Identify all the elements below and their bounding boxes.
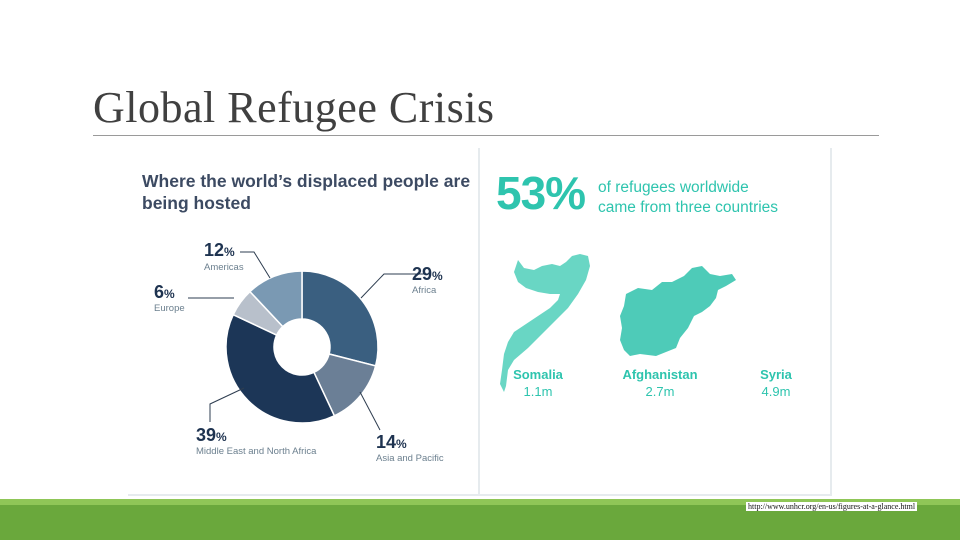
- donut-slice-middle-east-and-north-africa: [225, 313, 336, 424]
- somalia-map-icon: [500, 254, 590, 392]
- headline-percentage: 53%: [496, 167, 586, 219]
- infographic-border-right: [830, 148, 832, 496]
- data-label-value: 12%: [204, 240, 235, 260]
- data-label-value: 6%: [154, 282, 175, 302]
- panel-divider: [478, 148, 480, 496]
- leader-line: [209, 387, 245, 422]
- donut-chart-panel: 29% Africa 14% Asia and Pacific 39% Middle Ea…: [128, 148, 478, 496]
- data-label-value: 14%: [376, 432, 407, 452]
- headline-text: of refugees worldwide came from three co…: [598, 178, 778, 218]
- country-value: 1.1m: [523, 384, 553, 399]
- data-label-region: Middle East and North Africa: [196, 446, 317, 457]
- country-name: Afghanistan: [622, 367, 698, 382]
- title-divider: [93, 135, 879, 136]
- slide-title: Global Refugee Crisis: [93, 83, 495, 132]
- country-name: Syria: [760, 367, 792, 382]
- country-value: 4.9m: [761, 384, 791, 399]
- data-label-region: Asia and Pacific: [376, 453, 444, 464]
- data-label-region: Africa: [412, 285, 437, 296]
- donut-chart-title: Where the world’s displaced people are b…: [142, 171, 471, 213]
- leader-line: [359, 391, 381, 431]
- origin-countries-panel: 53% of refugees worldwide came from thre…: [480, 148, 832, 496]
- country-name: Somalia: [513, 367, 563, 382]
- source-link[interactable]: http://www.unhcr.org/en-us/figures-at-a-…: [746, 502, 918, 511]
- headline-text-line-2: came from three countries: [598, 199, 779, 216]
- country-value: 2.7m: [645, 384, 675, 399]
- leader-line: [240, 251, 271, 279]
- donut-slice-americas: [248, 270, 303, 328]
- footer-highlight-band: [0, 499, 960, 505]
- country-syria: Syria 4.9m: [736, 366, 816, 400]
- donut-slice-africa: [301, 270, 379, 367]
- headline-text-line-1: of refugees worldwide: [598, 179, 749, 196]
- country-afghanistan: Afghanistan 2.7m: [610, 366, 710, 400]
- country-somalia: Somalia 1.1m: [498, 366, 578, 400]
- data-label-region: Europe: [154, 303, 185, 314]
- infographic-border-bottom: [128, 494, 832, 496]
- data-label-value: 39%: [196, 425, 227, 445]
- country-maps: [500, 254, 736, 392]
- infographic-image: 29% Africa 14% Asia and Pacific 39% Middle Ea…: [128, 148, 832, 496]
- data-label-region: Americas: [204, 262, 244, 273]
- donut-chart: 29%Africa 14%Asia and Pacific 39%Middle Ea…: [154, 240, 444, 464]
- leader-line: [360, 273, 428, 299]
- afghanistan-map-icon: [620, 266, 736, 356]
- data-label-value: 29%: [412, 264, 443, 284]
